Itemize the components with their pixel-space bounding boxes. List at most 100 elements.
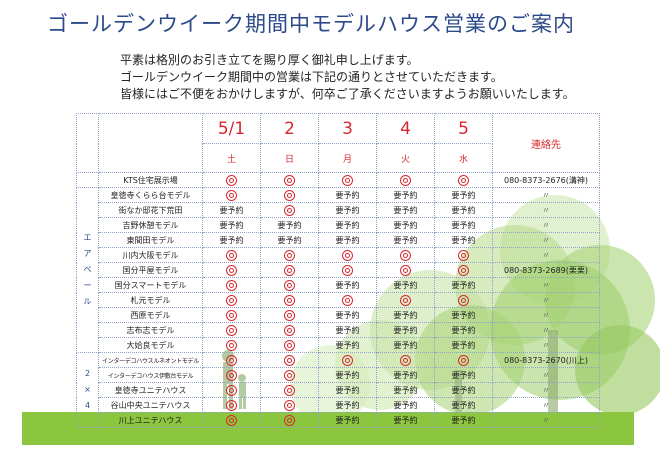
double-circle-icon bbox=[458, 249, 469, 261]
contact-cell: 〃 bbox=[492, 232, 600, 248]
double-circle-icon bbox=[226, 264, 237, 276]
double-circle-icon bbox=[226, 279, 237, 291]
open-cell bbox=[318, 172, 377, 188]
open-cell bbox=[202, 307, 261, 323]
reservation-cell: 要予約 bbox=[376, 382, 435, 398]
table-row: 東間田モデル 要予約 要予約 要予約 要予約 要予約〃 bbox=[77, 232, 600, 248]
model-name: インターデコハウス伊敷台モデル bbox=[98, 367, 203, 383]
model-name: 国分スマートモデル bbox=[98, 277, 203, 293]
open-cell bbox=[434, 172, 493, 188]
model-name: 志布志モデル bbox=[98, 322, 203, 338]
reservation-cell: 要予約 bbox=[318, 307, 377, 323]
weekday-header: 土 bbox=[202, 143, 261, 173]
table-row: 国分平屋モデル 080-8373-2689(栗栗) bbox=[77, 262, 600, 278]
double-circle-icon bbox=[284, 204, 295, 216]
open-cell bbox=[434, 352, 493, 368]
open-cell bbox=[202, 322, 261, 338]
double-circle-icon bbox=[226, 174, 237, 186]
model-name: 大姶良モデル bbox=[98, 337, 203, 353]
reservation-cell: 要予約 bbox=[202, 202, 261, 218]
reservation-cell: 要予約 bbox=[318, 382, 377, 398]
open-cell bbox=[202, 262, 261, 278]
reservation-cell: 要予約 bbox=[434, 382, 493, 398]
table-row: 川上ユニテハウス 要予約 要予約 要予約〃 bbox=[77, 412, 600, 428]
double-circle-icon bbox=[284, 414, 295, 426]
contact-cell: 〃 bbox=[492, 187, 600, 203]
open-cell bbox=[260, 322, 319, 338]
reservation-cell: 要予約 bbox=[434, 367, 493, 383]
open-cell bbox=[260, 187, 319, 203]
reservation-cell: 要予約 bbox=[318, 232, 377, 248]
table-row: 国分スマートモデル 要予約 要予約 要予約〃 bbox=[77, 277, 600, 293]
open-cell bbox=[202, 292, 261, 308]
reservation-cell: 要予約 bbox=[318, 277, 377, 293]
contact-cell: 080-8373-2670(川上) bbox=[492, 352, 600, 368]
open-cell bbox=[434, 292, 493, 308]
table-row: 川内大阪モデル 〃 bbox=[77, 247, 600, 263]
double-circle-icon bbox=[284, 279, 295, 291]
reservation-cell: 要予約 bbox=[376, 232, 435, 248]
open-cell bbox=[202, 187, 261, 203]
double-circle-icon bbox=[284, 294, 295, 306]
double-circle-icon bbox=[458, 294, 469, 306]
reservation-cell: 要予約 bbox=[434, 397, 493, 413]
table-row: 谷山中央ユニテハウス 要予約 要予約 要予約〃 bbox=[77, 397, 600, 413]
open-cell bbox=[202, 337, 261, 353]
double-circle-icon bbox=[226, 189, 237, 201]
open-cell bbox=[260, 382, 319, 398]
open-cell bbox=[318, 247, 377, 263]
model-name: インターデコハウスルネオントモデル bbox=[98, 352, 203, 368]
contact-cell: 〃 bbox=[492, 202, 600, 218]
contact-cell: 〃 bbox=[492, 307, 600, 323]
open-cell bbox=[202, 382, 261, 398]
double-circle-icon bbox=[226, 309, 237, 321]
weekday-header: 水 bbox=[434, 143, 493, 173]
model-name: 西原モデル bbox=[98, 307, 203, 323]
reservation-cell: 要予約 bbox=[376, 397, 435, 413]
open-cell bbox=[260, 172, 319, 188]
double-circle-icon bbox=[284, 249, 295, 261]
open-cell bbox=[260, 247, 319, 263]
model-name: 川上ユニテハウス bbox=[98, 412, 203, 428]
reservation-cell: 要予約 bbox=[434, 187, 493, 203]
reservation-cell: 要予約 bbox=[434, 322, 493, 338]
reservation-cell: 要予約 bbox=[318, 412, 377, 428]
table-row: 大姶良モデル 要予約 要予約 要予約〃 bbox=[77, 337, 600, 353]
table-row: 皇徳寺ユニテハウス 要予約 要予約 要予約〃 bbox=[77, 382, 600, 398]
open-cell bbox=[202, 412, 261, 428]
open-cell bbox=[202, 172, 261, 188]
contact-cell: 〃 bbox=[492, 322, 600, 338]
model-name: 皇徳寺くらら台モデル bbox=[98, 187, 203, 203]
reservation-cell: 要予約 bbox=[318, 337, 377, 353]
double-circle-icon bbox=[284, 324, 295, 336]
contact-cell: 080-8373-2689(栗栗) bbox=[492, 262, 600, 278]
weekday-header: 月 bbox=[318, 143, 377, 173]
open-cell bbox=[202, 277, 261, 293]
double-circle-icon bbox=[284, 174, 295, 186]
corner-cell bbox=[98, 113, 203, 173]
double-circle-icon bbox=[342, 354, 353, 366]
contact-cell: 080-8373-2676(溝神) bbox=[492, 172, 600, 188]
double-circle-icon bbox=[400, 264, 411, 276]
open-cell bbox=[260, 337, 319, 353]
table-row: 西原モデル 要予約 要予約 要予約〃 bbox=[77, 307, 600, 323]
date-header: 2 bbox=[260, 113, 319, 144]
open-cell bbox=[376, 292, 435, 308]
double-circle-icon bbox=[458, 174, 469, 186]
open-cell bbox=[260, 202, 319, 218]
double-circle-icon bbox=[400, 294, 411, 306]
model-name: 谷山中央ユニテハウス bbox=[98, 397, 203, 413]
double-circle-icon bbox=[284, 354, 295, 366]
contact-cell: 〃 bbox=[492, 382, 600, 398]
date-header: 5 bbox=[434, 113, 493, 144]
contact-cell: 〃 bbox=[492, 277, 600, 293]
reservation-cell: 要予約 bbox=[376, 322, 435, 338]
open-cell bbox=[260, 397, 319, 413]
open-cell bbox=[376, 247, 435, 263]
double-circle-icon bbox=[284, 384, 295, 396]
schedule-table: 5/1 2 3 4 5 連絡先 土 日 月 火 水 KTS住宅展示場 080-83… bbox=[76, 113, 600, 428]
reservation-cell: 要予約 bbox=[318, 367, 377, 383]
reservation-cell: 要予約 bbox=[202, 217, 261, 233]
open-cell bbox=[318, 262, 377, 278]
open-cell bbox=[434, 262, 493, 278]
